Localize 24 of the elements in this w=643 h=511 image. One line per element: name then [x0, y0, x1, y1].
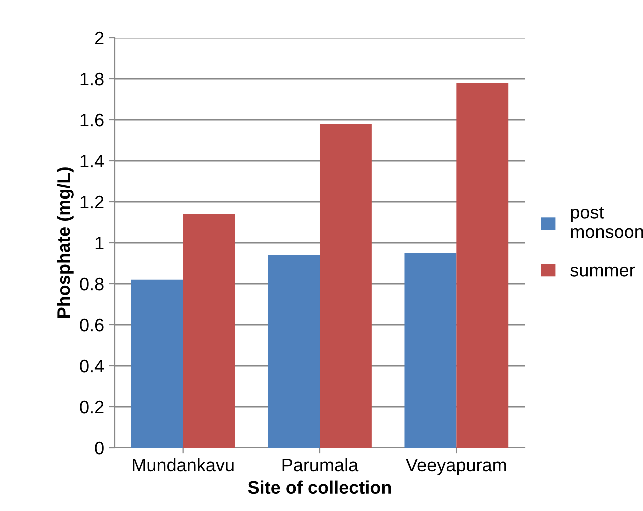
y-tick-label: 1.8	[80, 72, 104, 86]
legend-label: summer	[570, 266, 636, 277]
y-tick-label: 0.8	[80, 278, 104, 291]
y-tick-label: 1	[96, 237, 104, 250]
bar	[183, 214, 236, 448]
y-tick-label: 0	[95, 442, 104, 455]
y-tick-label: 1.4	[80, 155, 104, 168]
x-axis-title: Site of collection	[248, 480, 392, 494]
y-tick-label: 0.2	[80, 400, 104, 414]
x-tick-label: Parumala	[282, 458, 359, 472]
bar	[404, 253, 457, 448]
y-tick-label: 1.2	[80, 196, 104, 209]
x-tick-label: Veeyapuram	[406, 459, 506, 476]
y-tick-label: 2	[95, 32, 104, 45]
y-tick-label: 0.6	[80, 318, 104, 332]
x-tick-label: Mundankavu	[133, 458, 234, 472]
bar	[131, 280, 184, 448]
y-tick-label: 0.4	[80, 360, 104, 373]
bar	[456, 83, 509, 448]
bar	[320, 124, 372, 448]
bar	[268, 255, 320, 448]
y-tick-label: 1.6	[80, 114, 104, 127]
y-axis-title: Phosphate (mg/L)	[57, 168, 74, 318]
legend-label: post monsoon	[571, 207, 643, 238]
